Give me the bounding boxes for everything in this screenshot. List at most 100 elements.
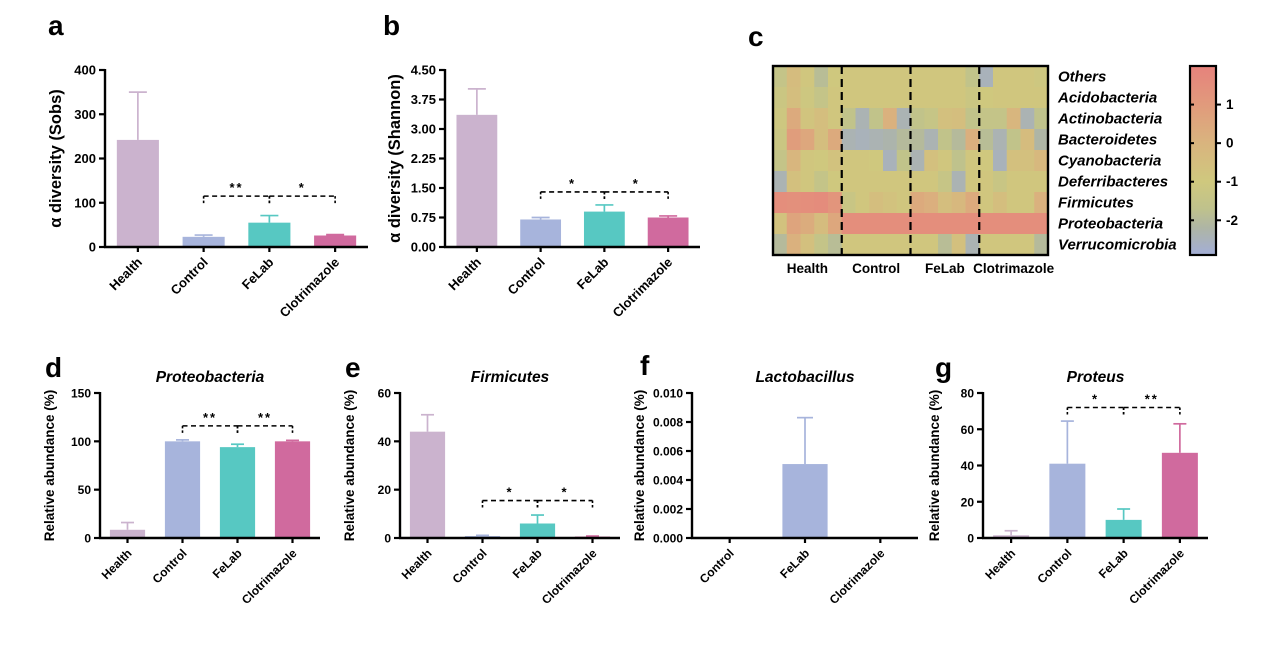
heatmap-cell	[979, 150, 994, 172]
heatmap-cell	[883, 66, 898, 88]
heatmap-cell	[786, 171, 801, 193]
chart-title: Lactobacillus	[755, 369, 854, 386]
heatmap-cell	[993, 213, 1008, 235]
proteobacteria-abundance-bar-chart: Proteobacteria 0 50 100 150 Relative abundanc…	[42, 369, 320, 607]
heatmap-cell	[910, 213, 925, 235]
y-tick-label: 20	[961, 495, 975, 509]
heatmap-cell	[855, 108, 870, 130]
heatmap-cell	[828, 66, 843, 88]
bar-Clotrimazole	[314, 235, 357, 247]
heatmap-cell	[965, 213, 980, 235]
heatmap-cell	[993, 234, 1008, 256]
heatmap-cell	[979, 234, 994, 256]
heatmap-cell	[1034, 234, 1049, 256]
heatmap-cell	[773, 213, 788, 235]
heatmap-cell	[800, 171, 815, 193]
panel-f: f Lactobacillus 0.000 0.002 0.004 0.006 0.008…	[630, 352, 935, 652]
heatmap-cell	[951, 108, 966, 130]
y-tick-label: 100	[71, 435, 91, 449]
heatmap-cell	[1034, 108, 1049, 130]
significance-label: **	[203, 410, 217, 425]
firmicutes-abundance-bar-chart: Firmicutes 0 20 40 60 Relative abundance (%) H…	[342, 369, 620, 607]
heatmap-cell	[896, 108, 911, 130]
heatmap-cell	[869, 108, 884, 130]
heatmap-cell	[855, 192, 870, 214]
heatmap-cell	[924, 171, 939, 193]
heatmap-cell	[883, 87, 898, 109]
bar-FeLab	[248, 222, 291, 247]
y-tick-label: 80	[961, 387, 975, 401]
heatmap-cell	[869, 192, 884, 214]
y-tick-label: 150	[71, 387, 91, 401]
heatmap-cell	[855, 87, 870, 109]
row-label: Proteobacteria	[1058, 216, 1163, 233]
y-tick-label: 40	[961, 459, 975, 473]
heatmap-cell	[1006, 108, 1021, 130]
heatmap-cell	[800, 66, 815, 88]
x-tick-label: Health	[982, 546, 1018, 582]
bar-Health	[993, 535, 1030, 538]
bar-Clotrimazole	[274, 441, 311, 538]
panel-g: g Proteus 0 20 40 60 80 Relative abundance (%)…	[925, 352, 1269, 652]
heatmap-cell	[828, 108, 843, 130]
row-label: Actinobacteria	[1057, 111, 1162, 128]
chart-title: Proteus	[1067, 369, 1125, 386]
heatmap-cell	[869, 171, 884, 193]
heatmap-cell	[828, 87, 843, 109]
heatmap-cell	[896, 213, 911, 235]
heatmap-cell	[814, 234, 829, 256]
bar-FeLab	[519, 523, 556, 538]
heatmap-cell	[855, 129, 870, 151]
heatmap-cell	[1006, 129, 1021, 151]
heatmap-cell	[786, 192, 801, 214]
y-tick-label: 20	[378, 483, 392, 497]
y-tick-label: 50	[78, 483, 92, 497]
heatmap-cell	[841, 192, 856, 214]
heatmap-cell	[814, 192, 829, 214]
heatmap-cell	[841, 87, 856, 109]
significance-label: *	[561, 485, 568, 500]
group-label: Control	[852, 261, 900, 276]
panel-b: b 0.00 0.75 1.50 2.25 3.00 3.75 4.50 α diversit…	[368, 5, 710, 345]
heatmap-cell	[786, 213, 801, 235]
heatmap-cell	[910, 192, 925, 214]
y-tick-label: 60	[378, 387, 392, 401]
heatmap-cell	[800, 129, 815, 151]
heatmap-cell	[951, 171, 966, 193]
chart-title: Firmicutes	[471, 369, 550, 386]
heatmap-cell	[800, 150, 815, 172]
heatmap-cell	[1020, 171, 1035, 193]
heatmap-cell	[910, 108, 925, 130]
heatmap-cell	[800, 234, 815, 256]
heatmap-cell	[855, 171, 870, 193]
heatmap-cell	[786, 66, 801, 88]
heatmap-cell	[786, 234, 801, 256]
heatmap-cell	[924, 234, 939, 256]
heatmap-cell	[896, 66, 911, 88]
bar-FeLab	[219, 447, 256, 538]
heatmap-cell	[938, 234, 953, 256]
heatmap-cell	[1006, 213, 1021, 235]
y-tick-label: 0.004	[653, 474, 683, 488]
heatmap-cell	[1020, 192, 1035, 214]
heatmap-cell	[855, 213, 870, 235]
colorbar-tick-label: -2	[1226, 213, 1238, 228]
y-tick-label: 400	[74, 63, 96, 78]
lactobacillus-abundance-bar-chart: Lactobacillus 0.000 0.002 0.004 0.006 0.008 0.…	[632, 369, 918, 607]
bar-Health	[116, 139, 159, 247]
panel-letter-g: g	[935, 352, 953, 383]
heatmap-cell	[965, 66, 980, 88]
heatmap-cell	[1006, 192, 1021, 214]
y-axis-label: Relative abundance (%)	[632, 390, 647, 542]
colorbar-tick-label: 0	[1226, 136, 1234, 151]
x-tick-label: Control	[1034, 546, 1074, 586]
heatmap-cell	[800, 213, 815, 235]
heatmap-cell	[951, 129, 966, 151]
heatmap-cell	[993, 171, 1008, 193]
y-tick-label: 40	[378, 435, 392, 449]
y-tick-label: 1.50	[411, 181, 436, 196]
bar-Clotrimazole	[1161, 452, 1198, 538]
heatmap-cell	[1020, 213, 1035, 235]
y-tick-label: 0.000	[653, 532, 683, 546]
heatmap-cell	[951, 234, 966, 256]
